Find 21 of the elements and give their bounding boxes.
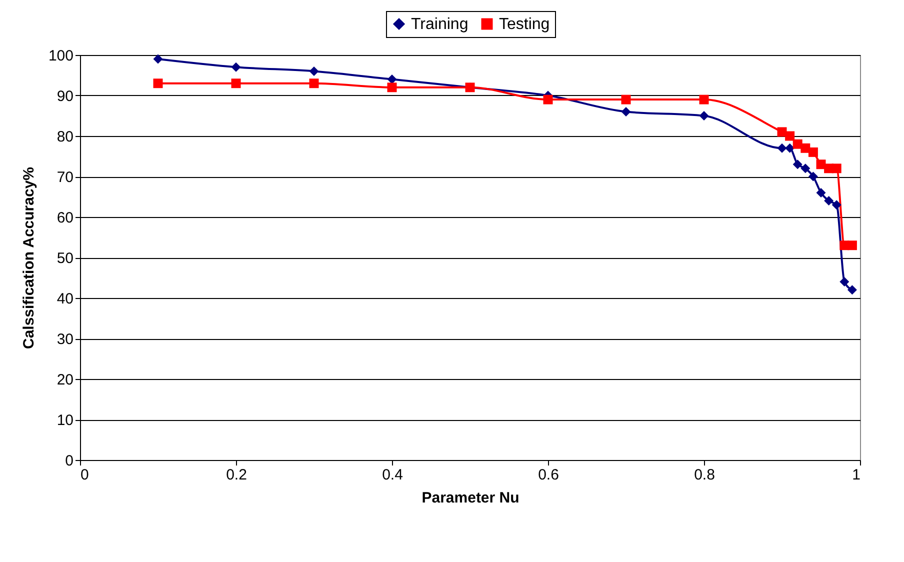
y-tick-label: 80 bbox=[56, 128, 74, 146]
x-tick-label: 1 bbox=[852, 466, 860, 484]
x-tick-label: 0.4 bbox=[382, 466, 403, 484]
legend-label: Testing bbox=[499, 16, 550, 33]
y-tick-label: 70 bbox=[56, 169, 74, 186]
x-tick-label: 0.8 bbox=[694, 466, 715, 484]
y-tick-label: 30 bbox=[56, 331, 74, 348]
y-tick-label: 50 bbox=[56, 250, 74, 267]
y-tick-label: 40 bbox=[56, 290, 74, 308]
x-axis-title: Parameter Nu bbox=[422, 490, 520, 506]
y-tick-label: 100 bbox=[48, 48, 74, 64]
x-tick-label: 0.6 bbox=[538, 466, 559, 484]
y-tick-label: 10 bbox=[56, 412, 74, 429]
y-tick-label: 60 bbox=[56, 210, 74, 226]
y-tick-label: 0 bbox=[65, 452, 74, 470]
legend-label: Training bbox=[411, 16, 468, 33]
y-tick-label: 90 bbox=[56, 88, 74, 105]
x-tick-label: 0 bbox=[80, 466, 89, 484]
y-axis-title: Calssification Accuracy% bbox=[20, 166, 38, 350]
y-tick-label: 20 bbox=[56, 372, 74, 388]
x-tick-label: 0.2 bbox=[226, 466, 247, 484]
